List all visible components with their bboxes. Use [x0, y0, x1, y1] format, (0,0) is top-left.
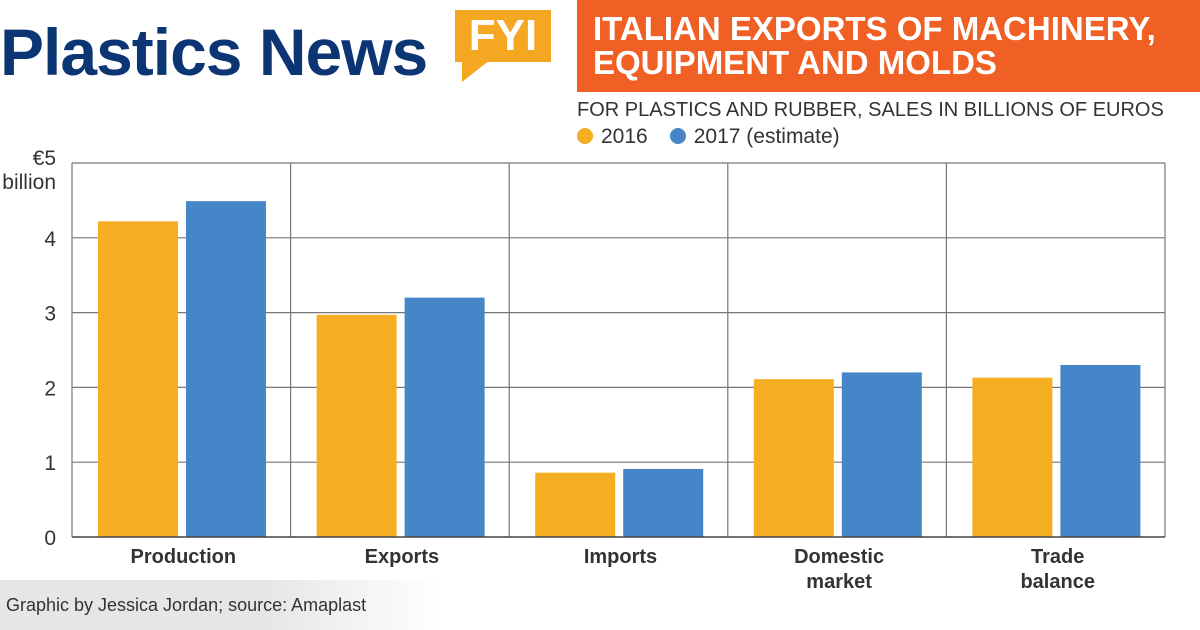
- bar-2016-0: [98, 221, 178, 537]
- title-line-1: ITALIAN EXPORTS OF MACHINERY,: [593, 10, 1156, 47]
- x-category-label: Imports: [584, 546, 657, 568]
- bar-2017-4: [1060, 364, 1141, 537]
- x-category-label: Exports: [365, 546, 439, 568]
- y-tick-label: 0: [44, 527, 56, 550]
- bar-2016-4: [972, 377, 1053, 537]
- y-axis-label: billion: [2, 171, 56, 194]
- bar-2016-3: [753, 379, 834, 537]
- x-category-label: Domestic: [794, 546, 884, 568]
- bar-2017-1: [404, 297, 485, 537]
- y-tick-label: 4: [44, 228, 56, 251]
- speech-bubble-tail-icon: [462, 60, 490, 82]
- legend-dot-icon: [669, 128, 686, 144]
- chart-subtitle: FOR PLASTICS AND RUBBER, SALES IN BILLIO…: [577, 99, 1164, 121]
- legend-dot-icon: [577, 128, 593, 144]
- footer-credit: Graphic by Jessica Jordan; source: Amapl…: [0, 580, 440, 630]
- title-line-2: EQUIPMENT AND MOLDS: [593, 44, 997, 81]
- bar-2017-2: [623, 468, 704, 537]
- y-axis-label: €5: [33, 147, 56, 170]
- x-category-label: Production: [131, 546, 237, 568]
- x-category-label: market: [806, 571, 872, 593]
- bar-2016-2: [535, 472, 616, 537]
- bar-2017-0: [186, 201, 266, 537]
- legend-item-2017: 2017 (estimate): [669, 124, 840, 150]
- legend-item-2016: 2016: [577, 124, 648, 150]
- legend: 2016 2017 (estimate): [577, 124, 840, 150]
- chart-title: ITALIAN EXPORTS OF MACHINERY, EQUIPMENT …: [577, 0, 1200, 92]
- bar-2017-3: [841, 372, 922, 537]
- fyi-badge: FYI: [455, 10, 551, 62]
- x-category-label: balance: [1020, 571, 1094, 593]
- bar-2016-1: [316, 314, 397, 537]
- x-category-label: Trade: [1031, 546, 1084, 568]
- logo: Plastics News: [0, 15, 428, 89]
- y-tick-label: 3: [44, 303, 56, 326]
- y-tick-label: 2: [44, 377, 56, 400]
- y-tick-label: 1: [44, 452, 56, 475]
